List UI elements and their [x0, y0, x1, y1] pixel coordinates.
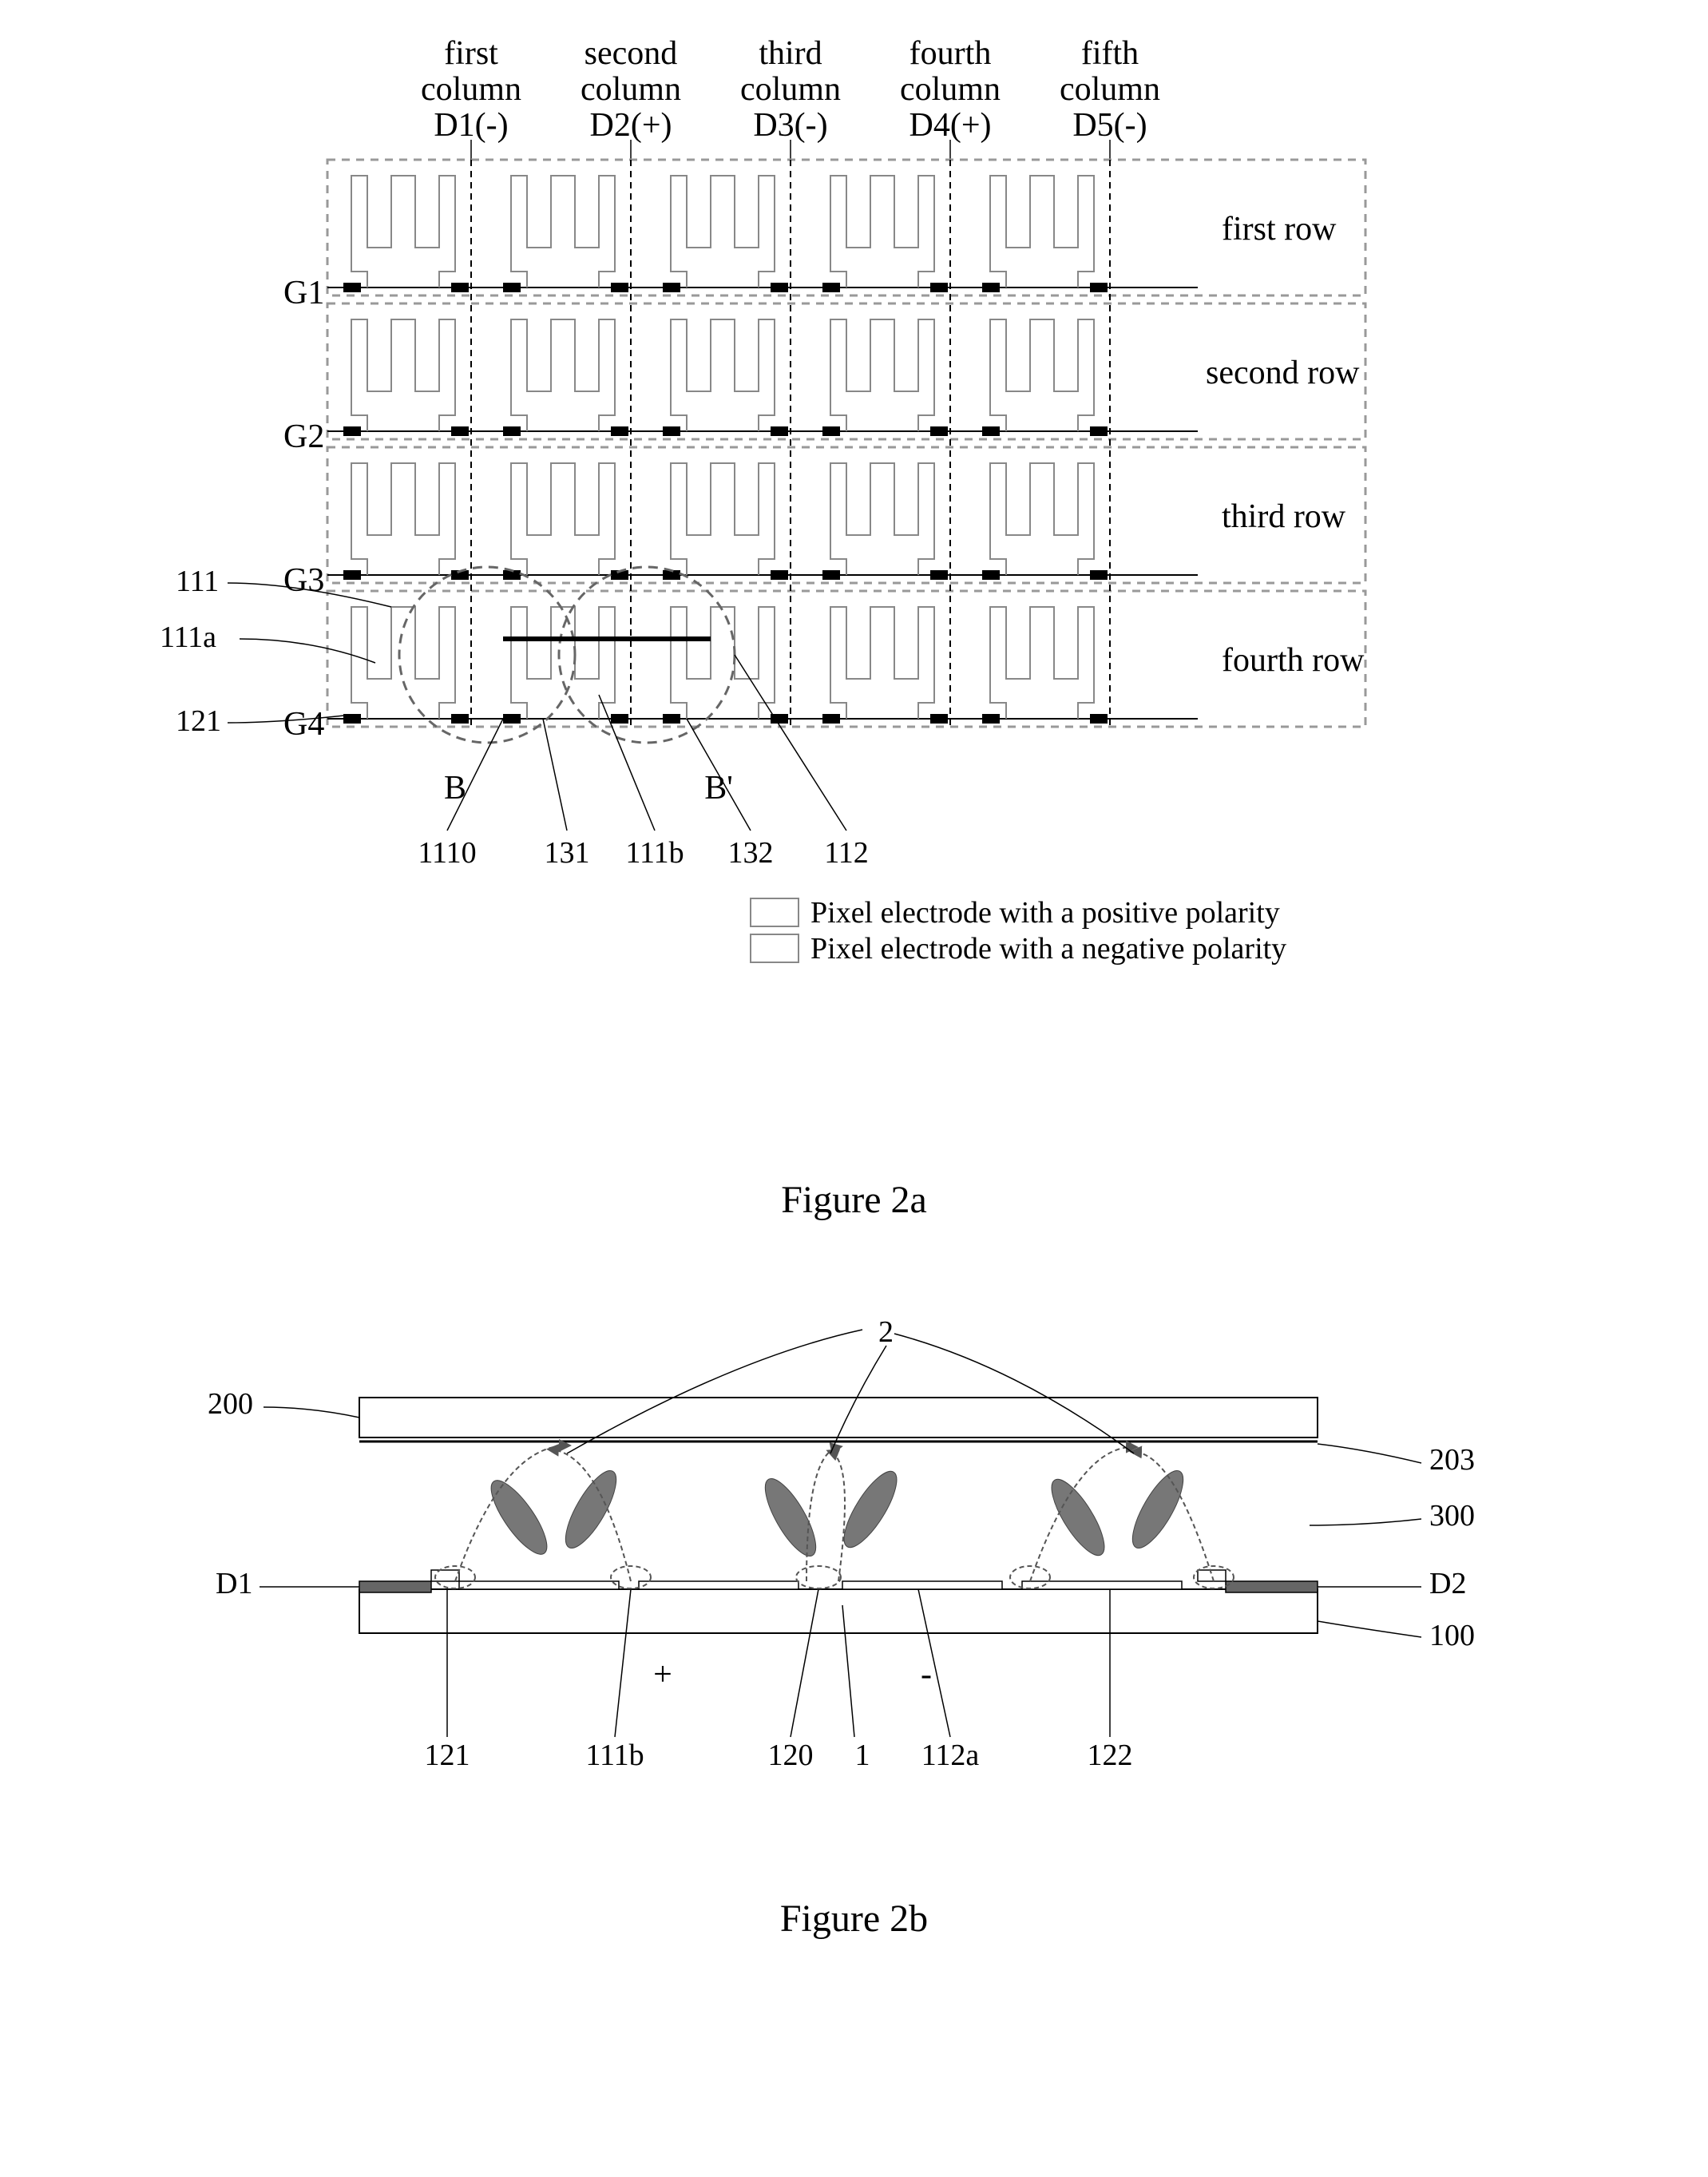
ref-112a: 112a — [921, 1739, 979, 1772]
pixel-row-2 — [351, 319, 1094, 431]
ref-200: 200 — [208, 1387, 253, 1421]
gate2-label: G2 — [283, 418, 324, 455]
col4-line2: column — [900, 71, 1001, 108]
legend-text-neg: Pixel electrode with a negative polarity — [810, 932, 1286, 966]
lc-molecules — [481, 1464, 1191, 1562]
pixel-row-1 — [351, 176, 1094, 287]
ref-121b: 121 — [424, 1739, 470, 1772]
section-b: B — [443, 770, 466, 807]
legend-box-pos — [751, 898, 799, 926]
ref-131: 131 — [544, 836, 589, 870]
ref-112: 112 — [824, 836, 869, 870]
ref-203: 203 — [1429, 1443, 1475, 1477]
col3-data: D3(-) — [753, 107, 827, 144]
ref-100: 100 — [1429, 1619, 1475, 1652]
col1-line2: column — [421, 71, 521, 108]
polarity-plus: + — [653, 1656, 672, 1693]
row3-label: third row — [1222, 498, 1346, 535]
polarity-minus: - — [921, 1656, 932, 1693]
ref-300: 300 — [1429, 1499, 1475, 1533]
ref-122: 122 — [1087, 1739, 1132, 1772]
figure-2b: 2 200 D1 203 300 D2 100 + - 121 — [56, 1270, 1653, 1941]
figure-container: first column D1(-) second column D2(+) t… — [32, 32, 1676, 1989]
top-substrate — [359, 1398, 1318, 1437]
col3-line2: column — [740, 71, 841, 108]
ref-120: 120 — [767, 1739, 813, 1772]
field-lines — [435, 1445, 1234, 1588]
ref-111b-2: 111b — [585, 1739, 644, 1772]
ref-132: 132 — [727, 836, 773, 870]
figure-2a-caption: Figure 2a — [56, 1178, 1653, 1222]
pixel-row-3 — [351, 463, 1094, 575]
ref-121: 121 — [176, 704, 221, 738]
ref-1: 1 — [854, 1739, 870, 1772]
legend-text-pos: Pixel electrode with a positive polarity — [810, 896, 1280, 930]
d2-electrode — [1226, 1581, 1318, 1592]
figure-2b-svg: 2 200 D1 203 300 D2 100 + - 121 — [56, 1270, 1653, 1869]
col5-line2: column — [1060, 71, 1160, 108]
legend: Pixel electrode with a positive polarity… — [751, 896, 1286, 966]
col3-line1: third — [759, 35, 822, 72]
col1-data: D1(-) — [434, 107, 508, 144]
highlight-circle-1 — [399, 567, 575, 743]
ref-111a: 111a — [160, 621, 216, 654]
col5-data: D5(-) — [1072, 107, 1147, 144]
figure-2b-caption: Figure 2b — [56, 1897, 1653, 1941]
row2-label: second row — [1206, 355, 1360, 391]
highlight-circle-2 — [559, 567, 735, 743]
bottom-leaders: 1110 131 111b 132 112 — [418, 655, 868, 870]
row4-label: fourth row — [1222, 642, 1365, 679]
column-labels: first column D1(-) second column D2(+) t… — [421, 35, 1160, 144]
pixel-row-4 — [351, 607, 1094, 719]
ref-111b: 111b — [625, 836, 684, 870]
gate1-label: G1 — [283, 275, 324, 311]
figure-2a: first column D1(-) second column D2(+) t… — [56, 32, 1653, 1222]
bottom-substrate — [359, 1589, 1318, 1633]
gate4-label: G4 — [283, 706, 324, 743]
col4-data: D4(+) — [909, 107, 991, 144]
legend-box-neg — [751, 934, 799, 962]
row1-label: first row — [1222, 211, 1337, 248]
col4-line1: fourth — [909, 35, 991, 72]
ref-111: 111 — [176, 565, 219, 598]
transistors — [343, 283, 1108, 724]
gate3-label: G3 — [283, 562, 324, 599]
figure-2a-svg: first column D1(-) second column D2(+) t… — [56, 32, 1653, 1150]
d1-electrode — [359, 1581, 431, 1592]
col2-data: D2(+) — [589, 107, 672, 144]
col2-line2: column — [581, 71, 681, 108]
col2-line1: second — [584, 35, 677, 72]
ref-2: 2 — [878, 1315, 894, 1349]
ref-d1: D1 — [216, 1567, 252, 1600]
ref-d2: D2 — [1429, 1567, 1466, 1600]
col1-line1: first — [444, 35, 498, 72]
col5-line1: fifth — [1080, 35, 1138, 72]
ref-1110: 1110 — [418, 836, 476, 870]
